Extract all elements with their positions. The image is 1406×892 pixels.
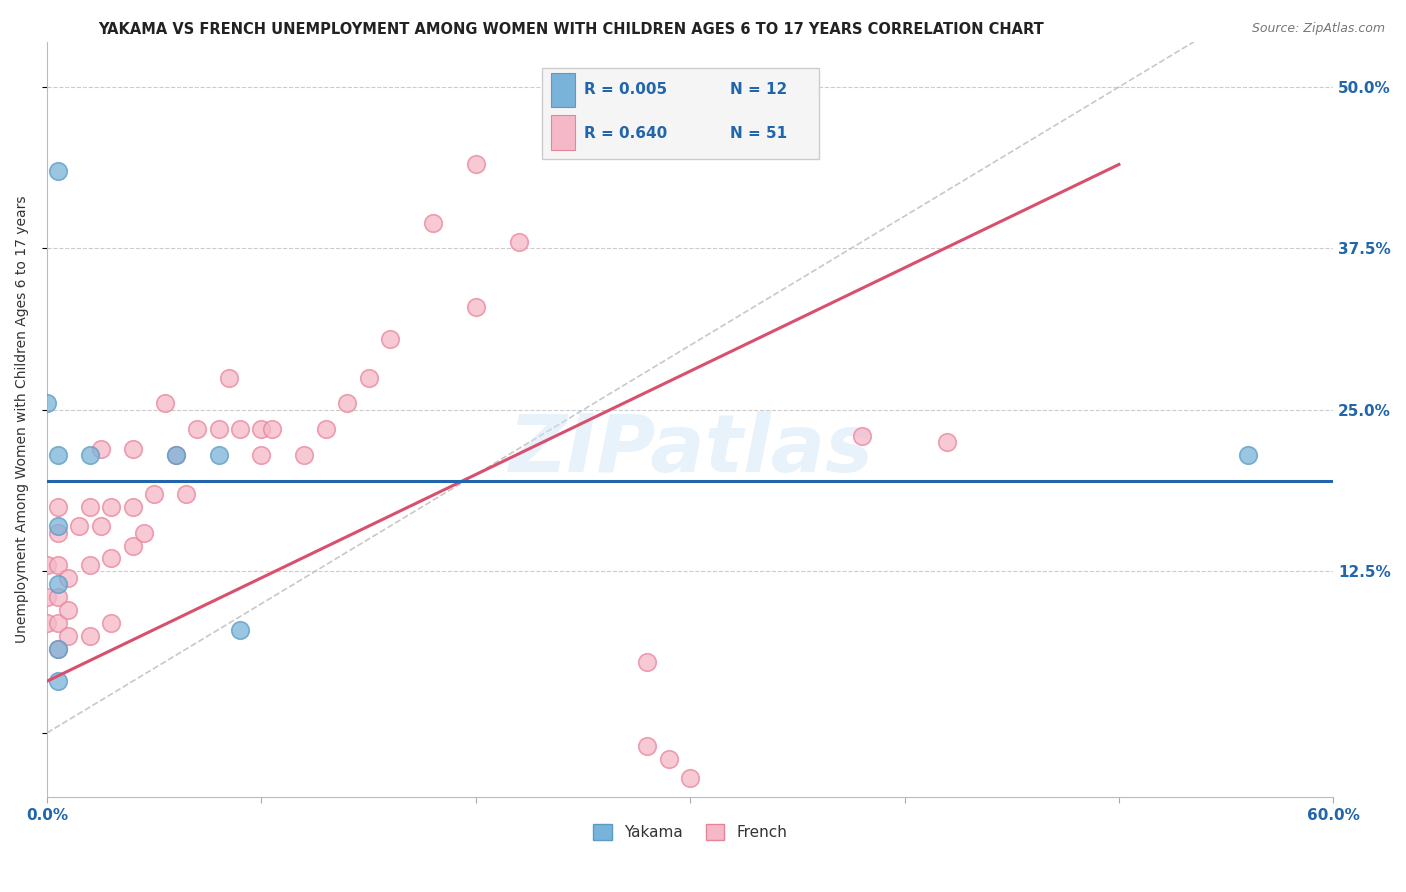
Point bbox=[636, 739, 658, 753]
Point bbox=[464, 157, 486, 171]
Point bbox=[90, 442, 112, 456]
Point bbox=[679, 771, 702, 785]
Point bbox=[46, 525, 69, 540]
Point bbox=[121, 442, 143, 456]
Point bbox=[46, 641, 69, 656]
Point bbox=[250, 448, 273, 462]
Y-axis label: Unemployment Among Women with Children Ages 6 to 17 years: Unemployment Among Women with Children A… bbox=[15, 196, 30, 643]
Point bbox=[851, 429, 873, 443]
Text: Source: ZipAtlas.com: Source: ZipAtlas.com bbox=[1251, 22, 1385, 36]
Point bbox=[46, 448, 69, 462]
Point bbox=[46, 641, 69, 656]
Point bbox=[143, 487, 166, 501]
Point bbox=[46, 558, 69, 572]
Point bbox=[100, 551, 122, 566]
Point bbox=[79, 558, 101, 572]
Point bbox=[378, 332, 401, 346]
Point bbox=[165, 448, 187, 462]
Point bbox=[262, 422, 284, 436]
Text: ZIPatlas: ZIPatlas bbox=[508, 411, 873, 489]
Point bbox=[165, 448, 187, 462]
Point bbox=[46, 519, 69, 533]
Point bbox=[46, 500, 69, 514]
Point bbox=[46, 577, 69, 591]
Point bbox=[658, 752, 681, 766]
Point bbox=[35, 615, 58, 630]
Point bbox=[35, 591, 58, 605]
Point bbox=[218, 370, 240, 384]
Point bbox=[46, 164, 69, 178]
Point bbox=[35, 396, 58, 410]
Point bbox=[121, 500, 143, 514]
Point bbox=[46, 674, 69, 689]
Point bbox=[936, 435, 959, 450]
Point bbox=[357, 370, 380, 384]
Point bbox=[336, 396, 359, 410]
Point bbox=[79, 448, 101, 462]
Point bbox=[46, 591, 69, 605]
Point bbox=[90, 519, 112, 533]
Point bbox=[58, 629, 80, 643]
Point bbox=[207, 422, 229, 436]
Point bbox=[121, 539, 143, 553]
Point bbox=[422, 216, 444, 230]
Point bbox=[35, 558, 58, 572]
Point bbox=[67, 519, 90, 533]
Point bbox=[508, 235, 530, 249]
Legend: Yakama, French: Yakama, French bbox=[588, 818, 793, 847]
Point bbox=[176, 487, 198, 501]
Point bbox=[636, 655, 658, 669]
Point bbox=[100, 500, 122, 514]
Point bbox=[58, 603, 80, 617]
Point bbox=[132, 525, 155, 540]
Point bbox=[46, 615, 69, 630]
Point bbox=[315, 422, 337, 436]
Point bbox=[79, 500, 101, 514]
Point bbox=[464, 300, 486, 314]
Point bbox=[229, 623, 252, 637]
Point bbox=[292, 448, 315, 462]
Point bbox=[100, 615, 122, 630]
Point bbox=[250, 422, 273, 436]
Point bbox=[1236, 448, 1258, 462]
Point bbox=[58, 571, 80, 585]
Point bbox=[153, 396, 176, 410]
Point bbox=[79, 629, 101, 643]
Point bbox=[186, 422, 208, 436]
Point bbox=[207, 448, 229, 462]
Text: YAKAMA VS FRENCH UNEMPLOYMENT AMONG WOMEN WITH CHILDREN AGES 6 TO 17 YEARS CORRE: YAKAMA VS FRENCH UNEMPLOYMENT AMONG WOME… bbox=[98, 22, 1045, 37]
Point bbox=[229, 422, 252, 436]
